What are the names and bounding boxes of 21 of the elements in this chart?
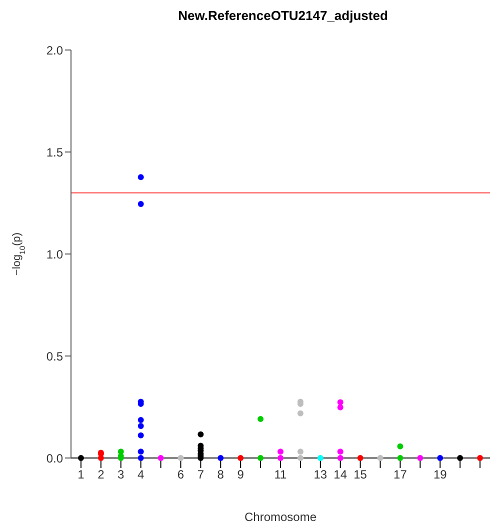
x-tick-label: 9 bbox=[237, 468, 244, 482]
x-tick-label: 3 bbox=[118, 468, 125, 482]
x-tick-label: 1 bbox=[78, 468, 85, 482]
x-tick-label: 2 bbox=[98, 468, 105, 482]
x-axis-title: Chromosome bbox=[244, 510, 317, 524]
x-tick-label: 15 bbox=[354, 468, 368, 482]
x-tick-label: 11 bbox=[274, 468, 288, 482]
x-tick-label: 4 bbox=[137, 468, 144, 482]
y-tick-label: 0.0 bbox=[46, 451, 64, 466]
x-tick-label: 14 bbox=[334, 468, 348, 482]
y-tick-label: 0.5 bbox=[46, 349, 64, 364]
y-tick-label: 1.5 bbox=[46, 145, 64, 160]
x-tick-label: 8 bbox=[217, 468, 224, 482]
chart-title: New.ReferenceOTU2147_adjusted bbox=[178, 8, 388, 23]
y-tick-label: 1.0 bbox=[46, 247, 64, 262]
x-tick-label: 7 bbox=[197, 468, 204, 482]
x-tick-label: 6 bbox=[177, 468, 184, 482]
y-tick-label: 2.0 bbox=[46, 43, 64, 58]
x-tick-label: 19 bbox=[433, 468, 448, 482]
x-tick-label: 17 bbox=[394, 468, 408, 482]
x-tick-label: 13 bbox=[314, 468, 328, 482]
